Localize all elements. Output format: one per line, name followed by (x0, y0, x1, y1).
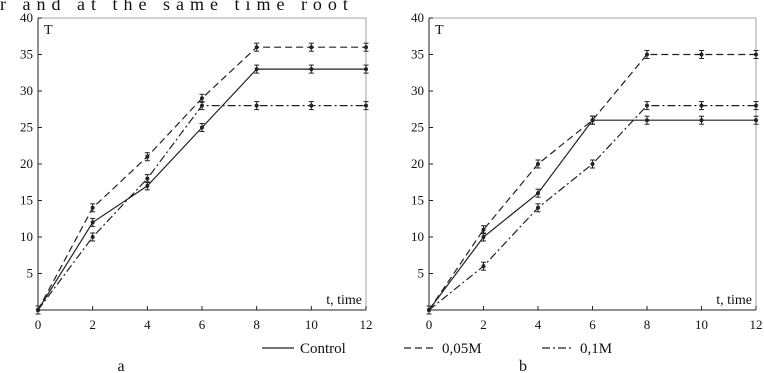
y-tick-label: 35 (411, 47, 424, 62)
data-point (481, 235, 486, 239)
data-point (200, 96, 204, 101)
y-tick-label: 20 (411, 156, 424, 171)
data-point (36, 308, 40, 312)
x-tick-label: 0 (426, 317, 433, 332)
data-point (699, 118, 704, 123)
data-point (427, 308, 431, 312)
y-tick-label: 40 (411, 10, 424, 25)
x-tick-label: 2 (480, 317, 487, 332)
data-point (536, 205, 540, 210)
x-tick-label: 6 (199, 317, 206, 332)
y-tick-label: 5 (27, 266, 34, 281)
data-point (645, 52, 649, 57)
legend-label: 0,1M (580, 341, 612, 357)
data-point (645, 118, 649, 123)
data-point (536, 162, 540, 166)
data-point (90, 220, 95, 225)
data-point (590, 118, 595, 123)
data-point (200, 103, 204, 108)
data-point (309, 103, 314, 108)
x-axis-label: t, time (326, 293, 362, 308)
y-tick-label: 10 (411, 229, 424, 244)
data-point (754, 52, 758, 57)
legend-label: 0,05M (442, 341, 482, 357)
x-axis-label: t, time (716, 293, 752, 308)
data-point (481, 227, 486, 232)
data-point (90, 235, 95, 239)
y-tick-label: 15 (20, 193, 33, 208)
data-point (90, 205, 95, 210)
y-axis-label: T (44, 23, 53, 38)
legend-label: Control (300, 341, 346, 357)
data-point (145, 154, 150, 159)
y-tick-label: 20 (20, 156, 33, 171)
y-tick-label: 5 (418, 266, 425, 281)
data-point (309, 45, 314, 50)
data-point (364, 103, 368, 108)
data-point (590, 162, 595, 166)
data-point (200, 125, 204, 130)
x-tick-label: 10 (305, 317, 318, 332)
data-point (364, 45, 368, 50)
data-point (481, 264, 486, 269)
y-tick-label: 25 (411, 120, 424, 135)
series-line-control (428, 119, 756, 311)
x-tick-label: 8 (253, 317, 260, 332)
series-line-0-1m (428, 104, 756, 311)
y-tick-label: 30 (411, 83, 424, 98)
y-tick-label: 40 (20, 10, 33, 25)
data-point (145, 176, 150, 181)
x-tick-label: 4 (144, 317, 151, 332)
data-point (754, 118, 758, 123)
y-axis-label: T (435, 23, 444, 38)
y-tick-label: 30 (20, 83, 33, 98)
data-point (364, 67, 368, 72)
series-line-0-05m (428, 53, 756, 311)
data-point (254, 103, 259, 108)
data-point (309, 67, 314, 72)
y-tick-label: 35 (20, 47, 33, 62)
x-tick-label: 12 (750, 317, 763, 332)
data-point (536, 191, 540, 196)
series-line-0-1m (37, 104, 366, 311)
data-point (699, 103, 704, 108)
data-point (145, 183, 150, 188)
x-tick-label: 12 (360, 317, 373, 332)
x-tick-label: 0 (35, 317, 42, 332)
data-point (254, 45, 259, 50)
y-tick-label: 25 (20, 120, 33, 135)
x-tick-label: 4 (535, 317, 542, 332)
page-text-fragment: r and at the same time root (0, 0, 354, 14)
y-tick-label: 10 (20, 229, 33, 244)
x-tick-label: 10 (695, 317, 708, 332)
x-tick-label: 2 (89, 317, 96, 332)
panel-label: a (117, 358, 124, 373)
x-tick-label: 6 (589, 317, 596, 332)
x-tick-label: 8 (644, 317, 651, 332)
data-point (754, 103, 758, 108)
data-point (254, 67, 259, 72)
data-point (645, 103, 649, 108)
y-tick-label: 15 (411, 193, 424, 208)
panel-label: b (519, 358, 527, 373)
data-point (699, 52, 704, 57)
series-line-0-05m (37, 46, 366, 311)
